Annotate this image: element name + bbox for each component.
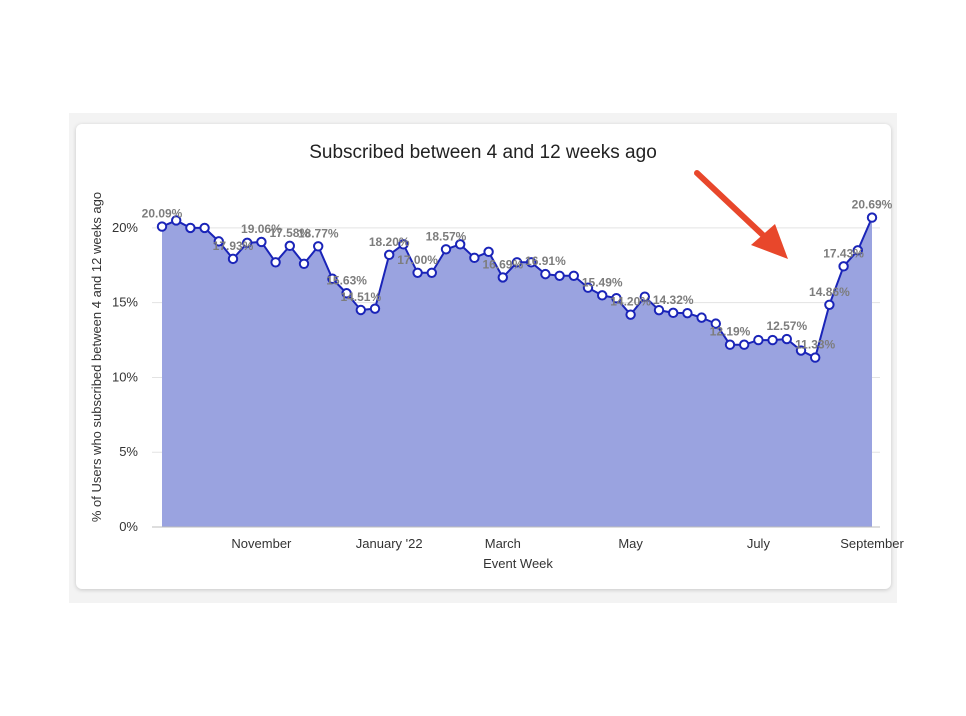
- x-tick-label: July: [747, 536, 771, 551]
- data-label: 17.58%: [269, 226, 310, 240]
- data-point: [469, 252, 480, 264]
- data-point: [639, 291, 650, 302]
- data-point: [483, 246, 494, 258]
- data-points: [156, 212, 878, 363]
- data-point: [653, 304, 665, 316]
- data-point: [355, 304, 366, 316]
- data-point: [426, 267, 437, 278]
- data-label: 12.19%: [710, 325, 751, 339]
- x-tick-label: September: [840, 536, 904, 551]
- data-point: [369, 303, 381, 314]
- data-point: [696, 312, 707, 323]
- data-point: [440, 244, 452, 255]
- data-point: [866, 212, 878, 223]
- data-point: [852, 245, 863, 256]
- data-point: [710, 318, 721, 329]
- chart-title: Subscribed between 4 and 12 weeks ago: [309, 142, 657, 163]
- data-point: [455, 239, 466, 250]
- x-axis-ticks: November January '22 March May July September: [231, 536, 904, 551]
- data-point: [213, 236, 225, 247]
- data-point: [568, 270, 579, 281]
- x-tick-label: January '22: [356, 536, 423, 551]
- data-label: 14.51%: [340, 290, 381, 304]
- data-point: [767, 334, 778, 346]
- data-point: [625, 309, 636, 320]
- x-axis-title: Event Week: [483, 556, 553, 571]
- data-label: 15.49%: [582, 275, 623, 289]
- data-label: 17.93%: [213, 239, 254, 253]
- data-label: 17.43%: [823, 246, 864, 260]
- data-label: 12.57%: [766, 319, 807, 333]
- data-point: [838, 261, 849, 272]
- data-point: [384, 249, 395, 261]
- y-tick-label: 10%: [112, 369, 138, 384]
- y-axis-ticks: 0% 5% 10% 15% 20%: [112, 220, 138, 534]
- data-label: 18.77%: [298, 226, 339, 240]
- x-tick-label: May: [618, 536, 643, 551]
- data-point: [668, 307, 679, 319]
- data-point: [171, 215, 182, 226]
- y-axis-title: % of Users who subscribed between 4 and …: [89, 192, 104, 522]
- data-label: 20.09%: [142, 207, 183, 221]
- data-point: [185, 222, 196, 234]
- y-tick-label: 20%: [112, 220, 138, 235]
- data-label: 16.69%: [482, 257, 523, 271]
- data-point: [795, 345, 807, 356]
- data-point: [526, 257, 537, 268]
- data-point: [582, 282, 594, 293]
- data-label: 14.32%: [653, 293, 694, 307]
- x-tick-label: March: [485, 536, 521, 551]
- data-point: [298, 258, 310, 269]
- data-point: [781, 333, 792, 345]
- data-label: 20.69%: [852, 198, 893, 212]
- data-point: [511, 257, 523, 268]
- data-point: [724, 339, 736, 350]
- data-point: [156, 221, 168, 232]
- data-point: [753, 334, 764, 346]
- series-area: [162, 217, 872, 527]
- data-point: [270, 257, 281, 268]
- data-label: 19.06%: [241, 222, 282, 236]
- data-point: [540, 268, 551, 280]
- data-point: [554, 270, 565, 281]
- y-tick-label: 0%: [119, 519, 138, 534]
- data-point: [824, 299, 835, 310]
- data-point: [227, 253, 239, 265]
- data-label: 15.63%: [326, 273, 367, 287]
- data-point: [810, 352, 821, 363]
- data-label: 17.00%: [397, 253, 438, 267]
- arrow-head: [751, 224, 788, 259]
- data-label: 16.91%: [525, 254, 566, 268]
- data-point: [597, 290, 608, 301]
- data-point: [199, 222, 210, 234]
- data-label: 18.57%: [426, 229, 467, 243]
- y-tick-label: 5%: [119, 444, 138, 459]
- data-point: [412, 267, 423, 278]
- data-label: 14.20%: [610, 295, 651, 309]
- data-label: 11.33%: [795, 338, 835, 352]
- data-point: [739, 339, 750, 350]
- data-point: [341, 288, 352, 299]
- data-point: [256, 236, 267, 248]
- annotation-arrow: [694, 170, 788, 259]
- data-point: [682, 307, 693, 319]
- data-point: [611, 292, 622, 304]
- data-point: [242, 237, 253, 249]
- y-tick-label: 15%: [112, 295, 138, 310]
- data-label: 18.20%: [369, 235, 410, 249]
- data-point: [313, 241, 324, 252]
- data-point: [327, 273, 338, 284]
- data-label: 14.86%: [809, 285, 850, 299]
- data-point: [398, 239, 409, 250]
- data-point: [497, 272, 508, 283]
- x-tick-label: November: [231, 536, 292, 551]
- arrow-shaft: [694, 170, 769, 241]
- data-labels: 20.09% 17.93% 19.06%17.58%18.77% 15.63% 14.5…: [142, 198, 893, 352]
- data-point: [284, 240, 295, 252]
